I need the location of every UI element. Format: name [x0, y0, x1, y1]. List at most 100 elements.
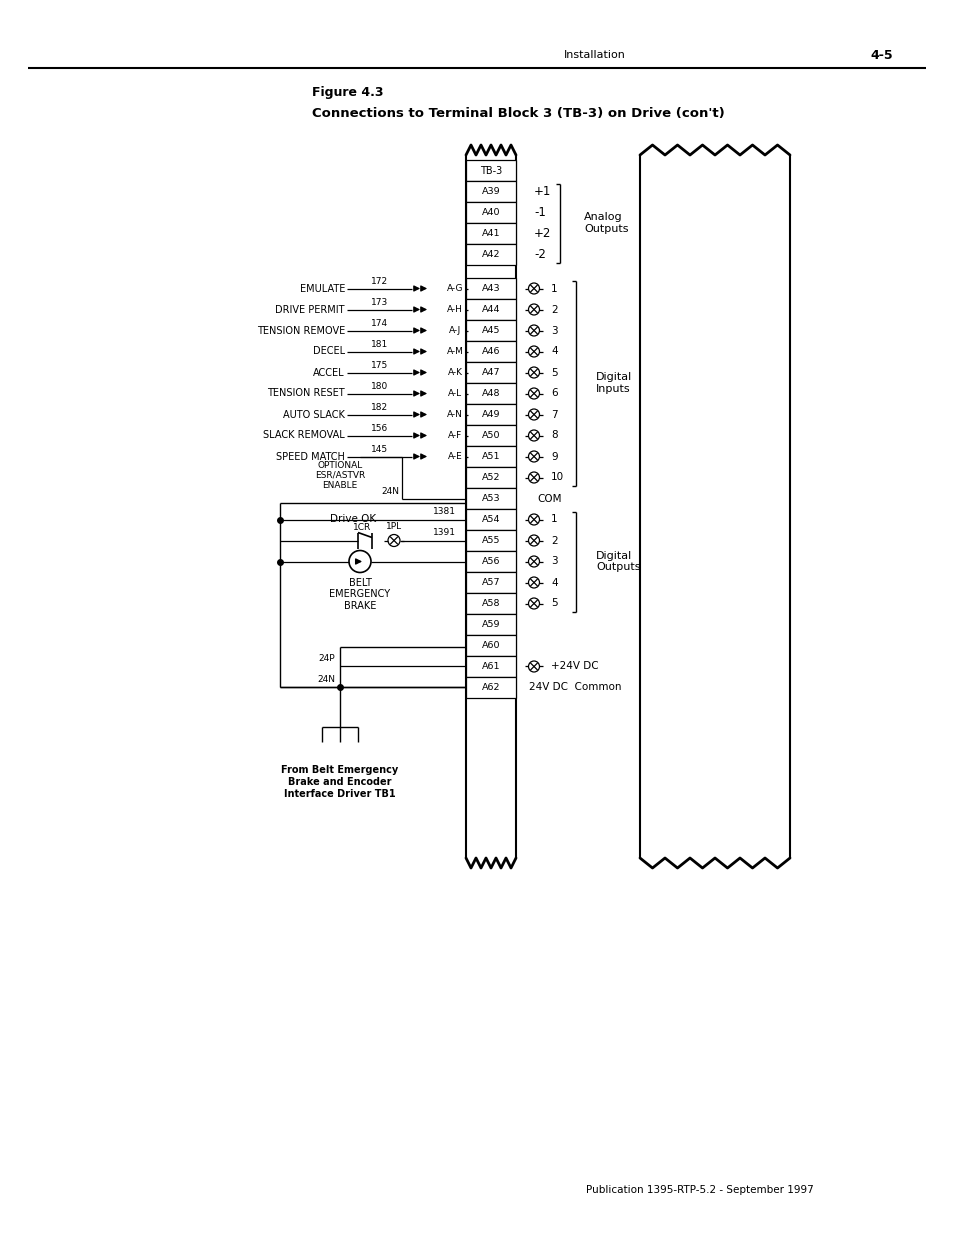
Text: Analog
Outputs: Analog Outputs	[583, 212, 628, 233]
Bar	[465, 530, 516, 551]
Text: A40: A40	[481, 207, 499, 217]
Text: 24N: 24N	[380, 487, 398, 496]
Text: 1391: 1391	[432, 529, 455, 537]
Text: 1: 1	[551, 515, 558, 525]
Text: 180: 180	[371, 382, 388, 391]
Text: A55: A55	[481, 536, 499, 545]
Bar	[465, 161, 516, 182]
Text: 5: 5	[551, 368, 558, 378]
Bar	[465, 635, 516, 656]
Text: +24V DC: +24V DC	[551, 662, 598, 672]
Text: A-N: A-N	[447, 410, 462, 419]
Text: A52: A52	[481, 473, 499, 482]
Text: A61: A61	[481, 662, 499, 671]
Text: From Belt Emergency
Brake and Encoder
Interface Driver TB1: From Belt Emergency Brake and Encoder In…	[281, 766, 398, 799]
Text: A43: A43	[481, 284, 499, 293]
Text: 4-5: 4-5	[870, 48, 892, 62]
Text: A-J: A-J	[449, 326, 460, 335]
Text: DECEL: DECEL	[313, 347, 345, 357]
Text: DRIVE PERMIT: DRIVE PERMIT	[275, 305, 345, 315]
Bar	[465, 341, 516, 362]
Text: A-F: A-F	[447, 431, 461, 440]
Text: A-H: A-H	[447, 305, 462, 314]
Text: A47: A47	[481, 368, 499, 377]
Bar	[465, 224, 516, 245]
Bar	[465, 572, 516, 593]
Text: 4: 4	[551, 347, 558, 357]
Text: TENSION RESET: TENSION RESET	[267, 389, 345, 399]
Bar	[465, 383, 516, 404]
Bar	[465, 677, 516, 698]
Text: Connections to Terminal Block 3 (TB-3) on Drive (con't): Connections to Terminal Block 3 (TB-3) o…	[312, 106, 724, 120]
Text: SPEED MATCH: SPEED MATCH	[275, 452, 345, 462]
Bar	[465, 362, 516, 383]
Text: A44: A44	[481, 305, 499, 314]
Text: 3: 3	[551, 557, 558, 567]
Bar	[465, 614, 516, 635]
Text: -2: -2	[534, 248, 545, 261]
Text: -1: -1	[534, 206, 545, 219]
Text: 1381: 1381	[432, 508, 455, 516]
Bar	[465, 551, 516, 572]
Text: A49: A49	[481, 410, 499, 419]
Text: A-K: A-K	[447, 368, 462, 377]
Bar	[465, 656, 516, 677]
Text: A51: A51	[481, 452, 499, 461]
Text: A-L: A-L	[448, 389, 461, 398]
Text: 7: 7	[551, 410, 558, 420]
Text: A53: A53	[481, 494, 499, 503]
Text: A58: A58	[481, 599, 499, 608]
Text: A42: A42	[481, 249, 499, 259]
Text: A59: A59	[481, 620, 499, 629]
Text: TB-3: TB-3	[479, 165, 501, 175]
Text: A57: A57	[481, 578, 499, 587]
Text: Publication 1395-RTP-5.2 - September 1997: Publication 1395-RTP-5.2 - September 199…	[585, 1186, 813, 1195]
Bar	[465, 320, 516, 341]
Bar	[465, 245, 516, 266]
Text: A50: A50	[481, 431, 499, 440]
Text: 173: 173	[371, 298, 388, 308]
Text: 1PL: 1PL	[386, 522, 401, 531]
Bar	[465, 488, 516, 509]
Bar	[465, 467, 516, 488]
Text: COM: COM	[537, 494, 561, 504]
Text: BELT
EMERGENCY
BRAKE: BELT EMERGENCY BRAKE	[329, 578, 390, 610]
Text: Digital
Inputs: Digital Inputs	[596, 372, 632, 394]
Text: Digital
Outputs: Digital Outputs	[596, 551, 639, 572]
Text: +1: +1	[534, 185, 551, 198]
Text: A56: A56	[481, 557, 499, 566]
Text: ACCEL: ACCEL	[313, 368, 345, 378]
Text: A41: A41	[481, 228, 499, 238]
Text: A45: A45	[481, 326, 499, 335]
Text: A48: A48	[481, 389, 499, 398]
Text: +2: +2	[534, 227, 551, 240]
Text: 172: 172	[371, 277, 388, 287]
Bar	[465, 593, 516, 614]
Text: 174: 174	[371, 319, 388, 329]
Bar	[465, 182, 516, 203]
Text: 24V DC  Common: 24V DC Common	[529, 683, 620, 693]
Text: 181: 181	[371, 340, 388, 350]
Bar	[465, 404, 516, 425]
Text: EMULATE: EMULATE	[299, 284, 345, 294]
Text: 3: 3	[551, 326, 558, 336]
Text: TENSION REMOVE: TENSION REMOVE	[256, 326, 345, 336]
Bar	[465, 299, 516, 320]
Text: 6: 6	[551, 389, 558, 399]
Text: A-M: A-M	[446, 347, 463, 356]
Bar	[465, 446, 516, 467]
Text: Figure 4.3: Figure 4.3	[312, 85, 383, 99]
Text: A62: A62	[481, 683, 499, 692]
Text: 1: 1	[551, 284, 558, 294]
Text: 182: 182	[371, 403, 388, 412]
Text: 2: 2	[551, 305, 558, 315]
Text: A60: A60	[481, 641, 499, 650]
Text: 2: 2	[551, 536, 558, 546]
Text: SLACK REMOVAL: SLACK REMOVAL	[263, 431, 345, 441]
Text: 24N: 24N	[316, 676, 335, 684]
Text: Drive OK: Drive OK	[330, 515, 375, 525]
Bar	[465, 425, 516, 446]
Text: 8: 8	[551, 431, 558, 441]
Bar	[465, 203, 516, 224]
Text: OPTIONAL
ESR/ASTVR
ENABLE: OPTIONAL ESR/ASTVR ENABLE	[314, 461, 365, 490]
